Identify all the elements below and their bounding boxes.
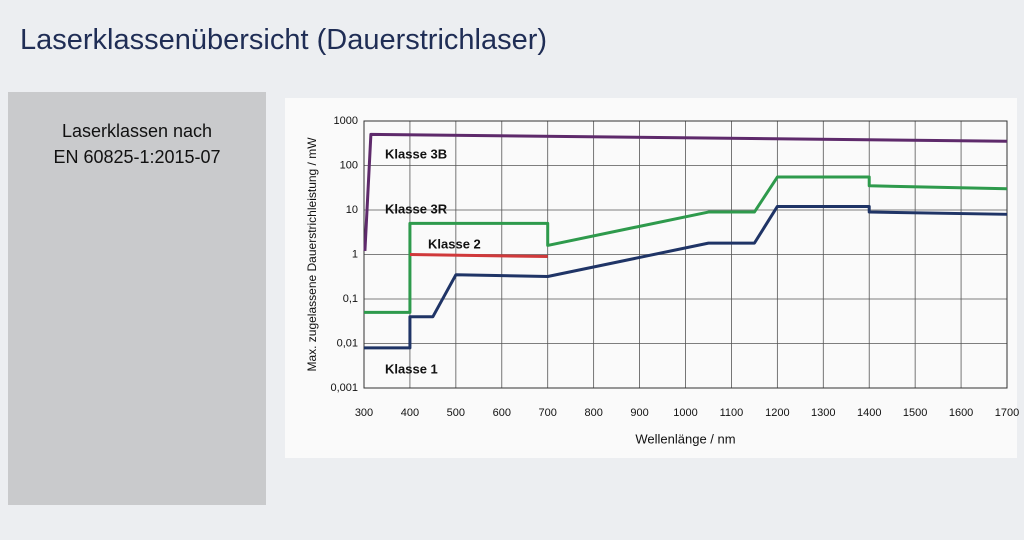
series-line — [364, 175, 1008, 314]
y-tick-label: 0,01 — [337, 337, 358, 349]
x-tick-label: 1600 — [949, 407, 973, 419]
x-tick-label: 500 — [447, 407, 465, 419]
y-tick-label: 0,001 — [330, 382, 358, 394]
series-line — [364, 204, 1008, 350]
x-tick-label: 400 — [401, 407, 419, 419]
plot-frame — [363, 120, 1008, 389]
page-title: Laserklassenübersicht (Dauerstrichlaser) — [20, 24, 548, 56]
x-tick-label: 700 — [539, 407, 557, 419]
x-tick-label: 1200 — [765, 407, 789, 419]
x-tick-label: 1500 — [903, 407, 927, 419]
y-tick-label: 10 — [346, 204, 358, 216]
y-axis-label: Max. zugelassene Dauerstrichleistung / m… — [305, 137, 319, 372]
x-tick-label: 300 — [355, 407, 373, 419]
series-line — [409, 253, 548, 259]
series-line — [363, 132, 1008, 252]
side-box: Laserklassen nach EN 60825-1:2015-07 — [8, 92, 266, 505]
y-tick-label: 0,1 — [343, 293, 358, 305]
x-tick-label: 1000 — [673, 407, 697, 419]
y-tick-label: 1000 — [334, 115, 358, 127]
series-label: Klasse 3R — [385, 201, 448, 216]
x-tick-label: 600 — [493, 407, 511, 419]
x-tick-label: 900 — [630, 407, 648, 419]
x-tick-label: 1300 — [811, 407, 835, 419]
chart-background — [285, 98, 1017, 458]
side-box-text: Laserklassen nach EN 60825-1:2015-07 — [8, 118, 266, 170]
y-tick-label: 100 — [340, 159, 358, 171]
series-label: Klasse 2 — [428, 236, 481, 251]
x-axis-label: Wellenlänge / nm — [635, 431, 735, 446]
x-tick-label: 800 — [584, 407, 602, 419]
side-box-line: EN 60825-1:2015-07 — [53, 147, 221, 167]
series-label: Klasse 3B — [385, 146, 447, 161]
side-box-line: Laserklassen nach — [61, 121, 213, 141]
x-tick-label: 1700 — [995, 407, 1019, 419]
x-tick-label: 1400 — [857, 407, 881, 419]
y-tick-label: 1 — [352, 248, 358, 260]
series-label: Klasse 1 — [385, 361, 438, 376]
x-tick-label: 1100 — [720, 407, 744, 419]
